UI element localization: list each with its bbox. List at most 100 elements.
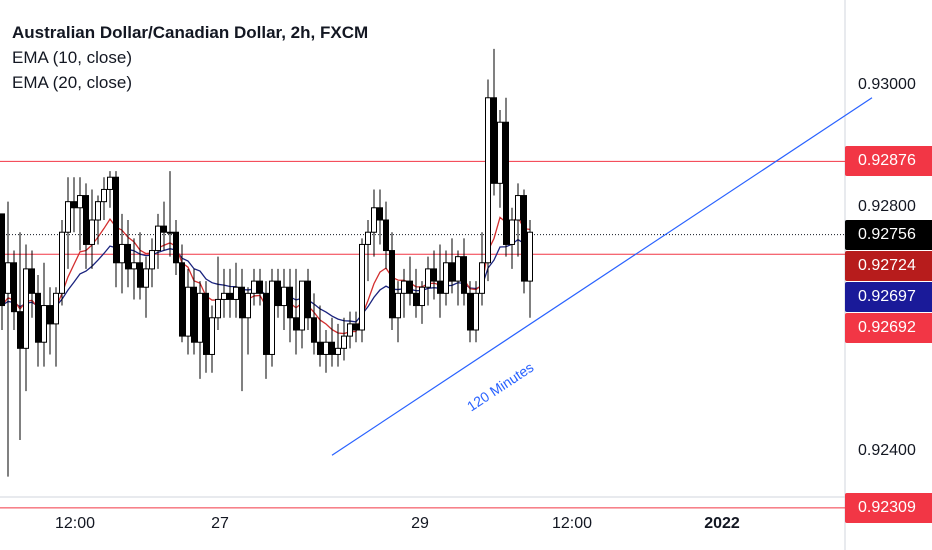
candle-body (17, 311, 23, 349)
candle-body (77, 195, 83, 209)
price-tick-label: 0.93000 (858, 75, 916, 93)
candle-body (377, 207, 383, 221)
candle-body (311, 317, 317, 343)
horizontal-lines (0, 160, 845, 509)
candle-body (347, 323, 353, 337)
candle-body (0, 213, 5, 307)
candle-body (149, 250, 155, 270)
candle-body (5, 262, 11, 294)
candle-body (383, 219, 389, 252)
candle-body (443, 262, 449, 294)
candle-body (185, 286, 191, 337)
candle-body (155, 225, 161, 252)
candle-body (419, 286, 425, 307)
candle-body (323, 341, 329, 355)
candle-body (503, 121, 509, 245)
candle-body (173, 231, 179, 264)
trendline-line (331, 97, 873, 456)
candle-body (125, 243, 131, 270)
candle-body (329, 341, 335, 355)
candle-body (23, 268, 29, 349)
time-tick-label: 29 (411, 515, 429, 532)
candle-body (47, 305, 53, 325)
candle-body (59, 231, 65, 294)
price-tag: 0.92756 (845, 219, 932, 250)
candle-body (449, 262, 455, 282)
candle-body (167, 231, 173, 234)
candle-body (521, 195, 527, 282)
time-tick-label: 2022 (704, 515, 740, 532)
candle-body (143, 268, 149, 288)
candle-body (425, 268, 431, 288)
candle-body (341, 335, 347, 349)
candle-body (119, 243, 125, 264)
candle-body (281, 286, 287, 307)
candle-body (101, 188, 107, 203)
candle-body (479, 262, 485, 294)
candle-body (203, 292, 209, 355)
candle-body (215, 298, 221, 319)
candle-body (41, 305, 47, 343)
price-tag: 0.92697 (845, 281, 932, 312)
candle-body (221, 292, 227, 300)
candle-body (89, 219, 95, 245)
candle-body (95, 201, 101, 221)
candles (0, 48, 533, 477)
candle-body (239, 286, 245, 319)
candle-body (233, 286, 239, 300)
candle-body (473, 292, 479, 331)
candle-body (437, 280, 443, 294)
time-tick-label: 12:00 (551, 515, 593, 532)
candle-body (467, 292, 473, 331)
candle-body (527, 231, 533, 282)
candle-body (401, 280, 407, 294)
ema10-legend[interactable]: EMA (10, close) (12, 48, 132, 67)
candle-body (137, 262, 143, 288)
candle-body (251, 280, 257, 294)
candle-body (317, 341, 323, 355)
candle-body (263, 292, 269, 355)
candle-body (191, 286, 197, 343)
candle-body (389, 250, 395, 319)
candle-body (245, 292, 251, 319)
candle-body (197, 292, 203, 343)
candle-body (371, 207, 377, 233)
price-tick-label: 0.92800 (858, 197, 916, 215)
candle-body (497, 121, 503, 184)
price-tag: 0.92876 (845, 146, 932, 177)
candle-body (407, 280, 413, 294)
candle-body (83, 195, 89, 245)
candle-body (395, 292, 401, 319)
candle-body (491, 97, 497, 184)
candle-body (353, 323, 359, 331)
candle-body (35, 292, 41, 343)
candle-body (11, 262, 17, 313)
candle-body (131, 262, 137, 270)
candle-body (293, 317, 299, 331)
candle-body (269, 280, 275, 355)
candle-body (413, 292, 419, 307)
candle-body (485, 97, 491, 264)
candle-body (515, 195, 521, 221)
plot-area[interactable] (0, 0, 873, 550)
price-tag: 0.92692 (845, 312, 932, 343)
time-tick-label: 12:00 (54, 515, 96, 532)
candle-body (287, 286, 293, 319)
chart-legend: Australian Dollar/Canadian Dollar, 2h, F… (12, 20, 368, 95)
candle-body (257, 280, 263, 294)
candle-body (29, 268, 35, 294)
candle-body (179, 262, 185, 337)
candle-body (305, 280, 311, 319)
candle-body (365, 231, 371, 245)
candle-body (209, 317, 215, 355)
trendline (331, 97, 873, 456)
chart-title: Australian Dollar/Canadian Dollar, 2h, F… (12, 23, 369, 42)
price-tick-label: 0.92400 (858, 442, 916, 460)
candle-body (461, 256, 467, 294)
candle-body (227, 292, 233, 300)
candle-body (161, 225, 167, 233)
ema20-legend[interactable]: EMA (20, close) (12, 73, 132, 92)
candle-body (53, 292, 59, 325)
candle-body (509, 219, 515, 245)
